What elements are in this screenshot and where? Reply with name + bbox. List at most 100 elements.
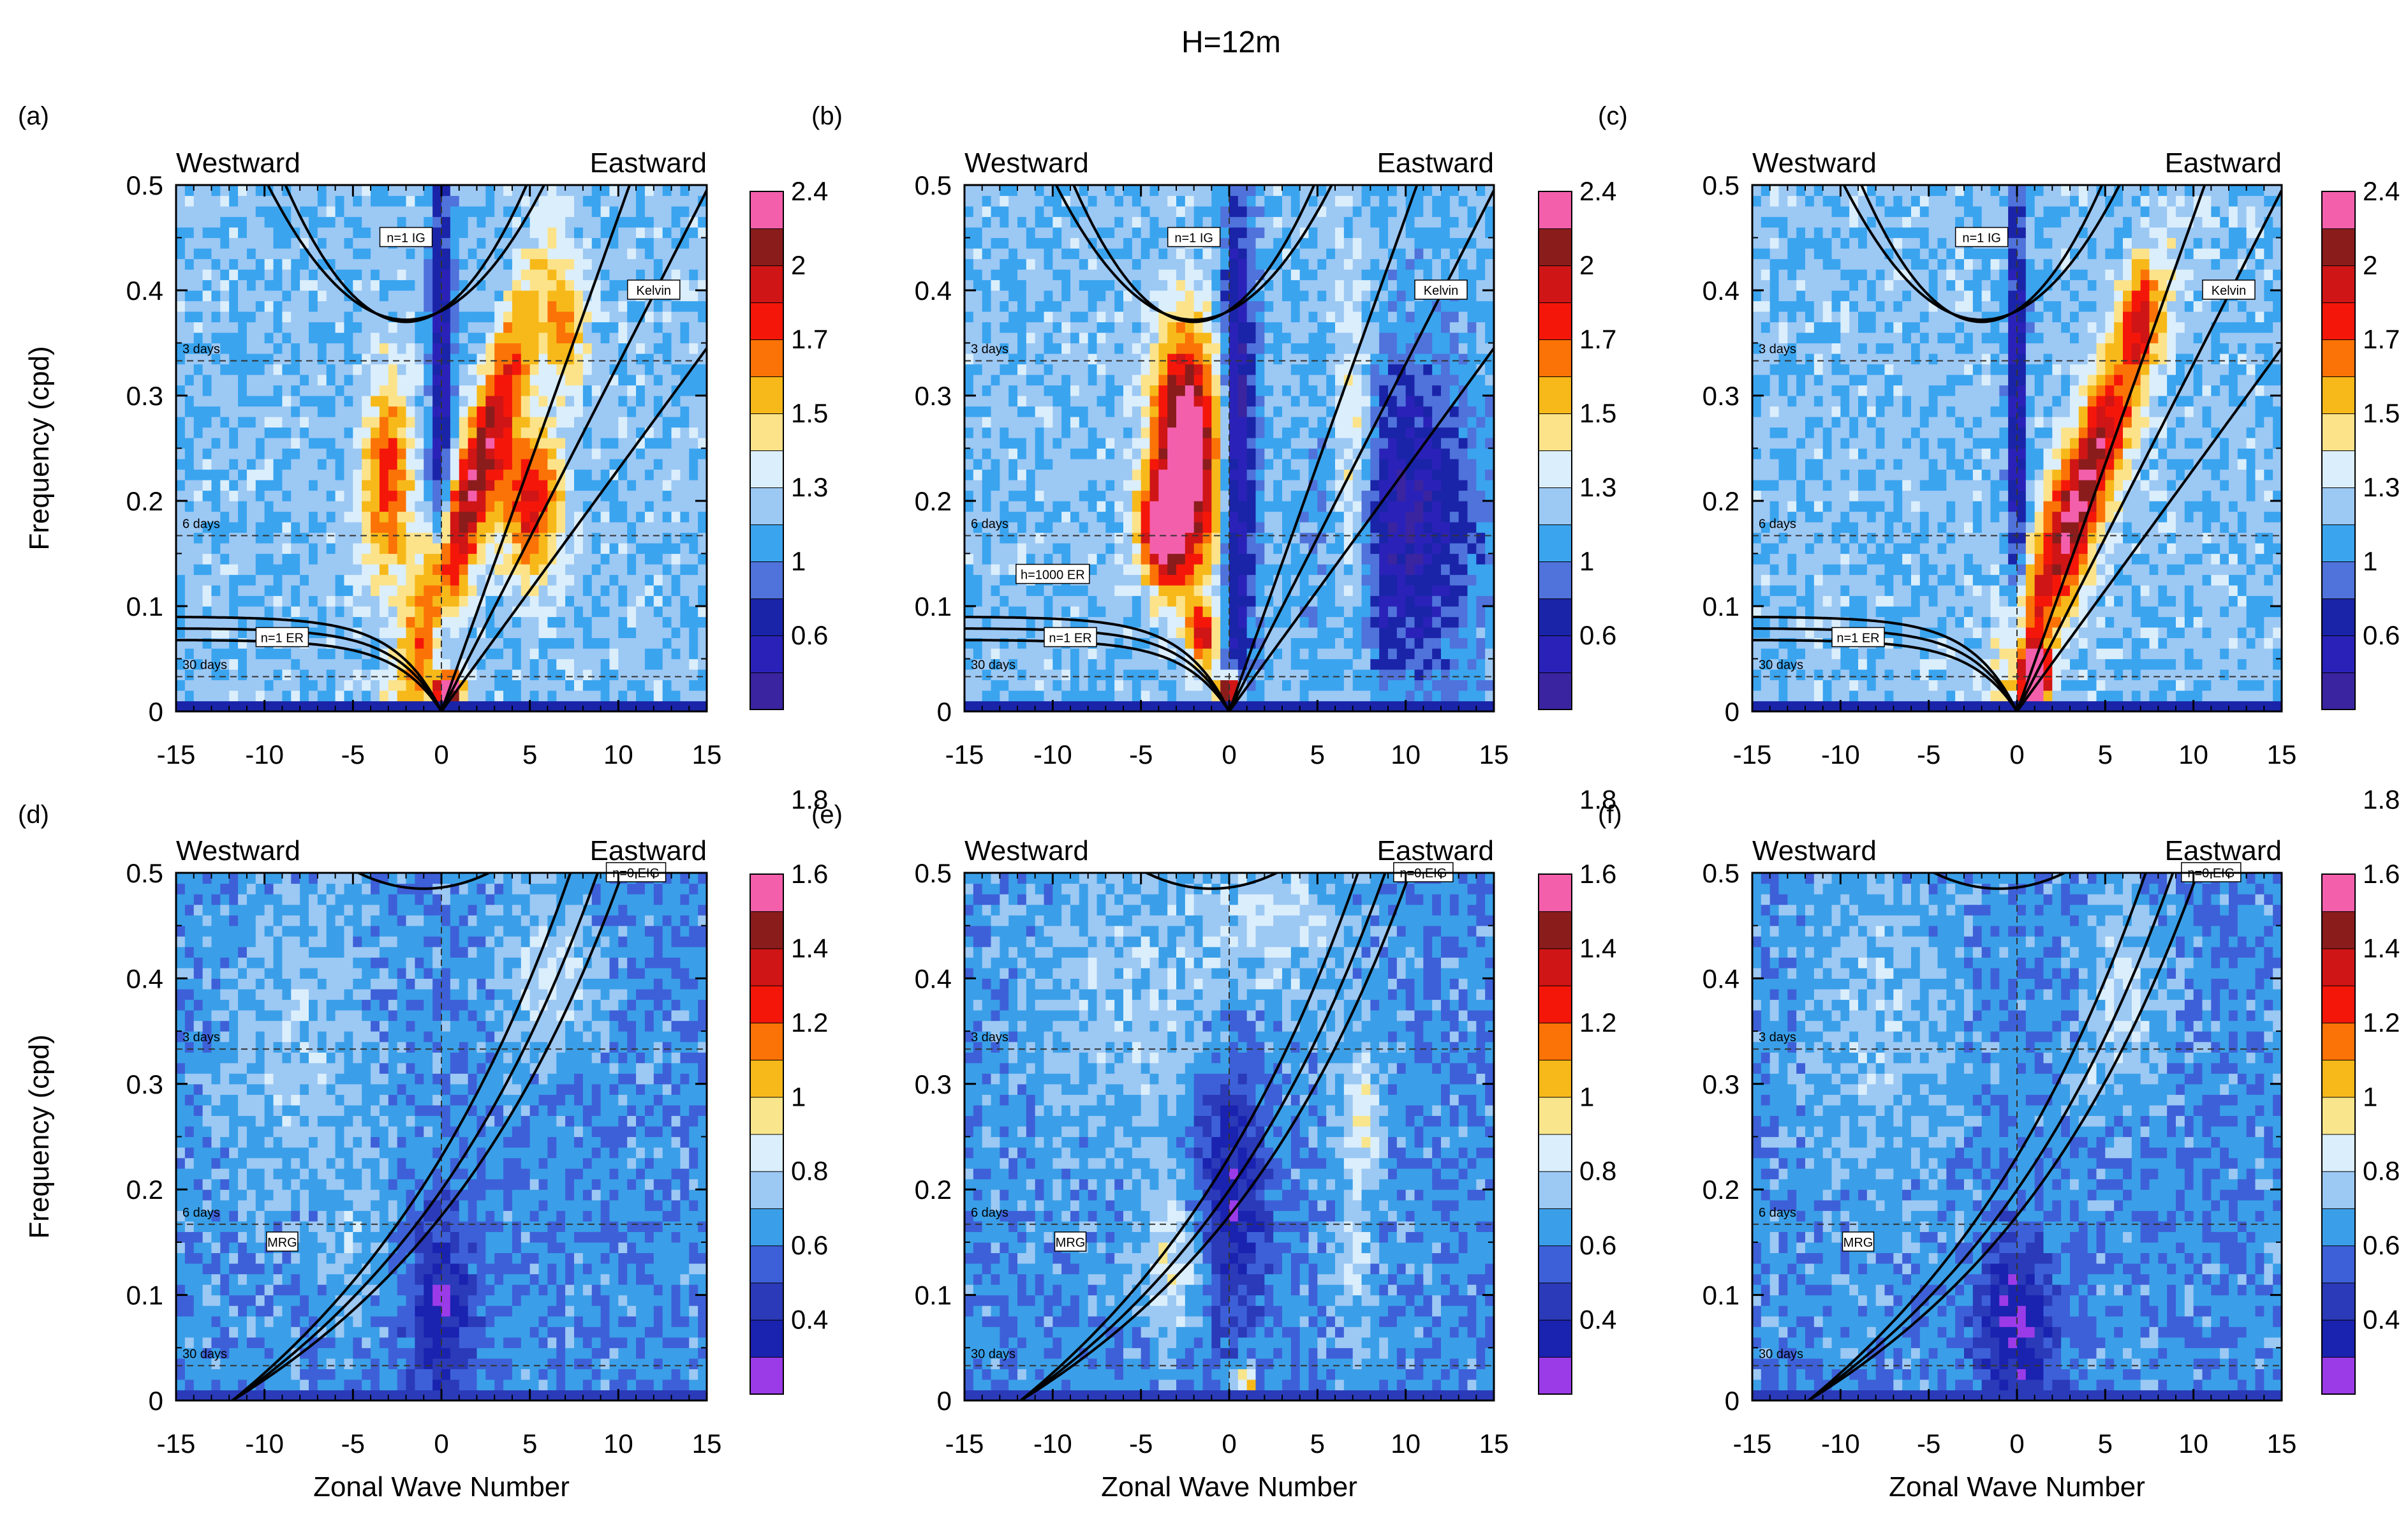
heatmap-cell: [184, 258, 195, 270]
heatmap-cell: [1114, 501, 1124, 512]
heatmap-cell: [1088, 396, 1098, 407]
heatmap-cell: [193, 237, 203, 249]
heatmap-cell: [973, 311, 983, 323]
heatmap-cell: [1008, 322, 1018, 333]
heatmap-cell: [485, 511, 495, 523]
heatmap-cell: [450, 438, 460, 449]
heatmap-cell: [362, 237, 371, 249]
heatmap-cell: [618, 258, 628, 270]
heatmap-cell: [406, 332, 415, 344]
heatmap-cell: [273, 375, 283, 386]
heatmap-cell: [1026, 311, 1036, 323]
heatmap-cell: [176, 269, 186, 281]
heatmap-cell: [1167, 185, 1177, 197]
heatmap-cell: [698, 248, 707, 260]
heatmap-cell: [1000, 690, 1009, 702]
heatmap-cell: [1132, 616, 1142, 628]
heatmap-cell: [991, 574, 1000, 586]
heatmap-cell: [1017, 206, 1027, 218]
heatmap-cell: [1176, 627, 1186, 639]
heatmap-cell: [238, 574, 247, 586]
heatmap-cell: [176, 185, 186, 197]
heatmap-cell: [644, 322, 654, 333]
heatmap-cell: [1220, 564, 1230, 576]
heatmap-cell: [1000, 438, 1009, 449]
heatmap-cell: [1097, 417, 1106, 428]
heatmap-cell: [636, 574, 646, 586]
heatmap-cell: [344, 658, 353, 670]
heatmap-cell: [556, 269, 566, 281]
heatmap-cell: [335, 574, 345, 586]
heatmap-cell: [538, 195, 548, 207]
heatmap-cell: [344, 396, 353, 407]
heatmap-cell: [547, 564, 557, 576]
heatmap-cell: [238, 206, 247, 218]
heatmap-cell: [1132, 311, 1142, 323]
heatmap-cell: [1008, 227, 1018, 239]
heatmap-cell: [1158, 396, 1168, 407]
heatmap-cell: [246, 343, 256, 354]
heatmap-cell: [353, 469, 362, 480]
heatmap-cell: [1149, 353, 1159, 365]
heatmap-cell: [644, 385, 654, 396]
heatmap-cell: [1079, 185, 1089, 197]
heatmap-cell: [991, 195, 1000, 207]
heatmap-cell: [353, 258, 362, 270]
heatmap-cell: [300, 322, 309, 333]
heatmap-cell: [397, 279, 407, 291]
heatmap-cell: [494, 364, 504, 375]
heatmap-cell: [184, 227, 195, 239]
heatmap-cell: [964, 490, 974, 501]
heatmap-cell: [1158, 269, 1168, 281]
heatmap-cell: [1193, 680, 1204, 691]
heatmap-cell: [432, 469, 442, 480]
heatmap-cell: [397, 417, 407, 428]
heatmap-cell: [698, 237, 707, 249]
heatmap-cell: [529, 301, 540, 312]
heatmap-cell: [264, 648, 274, 660]
heatmap-cell: [441, 185, 451, 197]
heatmap-cell: [529, 343, 540, 354]
heatmap-cell: [388, 469, 398, 480]
heatmap-cell: [556, 332, 566, 344]
heatmap-cell: [538, 448, 548, 459]
heatmap-cell: [1282, 406, 1292, 417]
heatmap-cell: [193, 595, 203, 607]
heatmap-cell: [406, 375, 415, 386]
heatmap-cell: [424, 290, 433, 302]
heatmap-cell: [600, 616, 610, 628]
heatmap-cell: [1088, 680, 1098, 691]
heatmap-cell: [255, 480, 265, 491]
heatmap-cell: [689, 669, 698, 681]
heatmap-cell: [1273, 195, 1283, 207]
heatmap-cell: [353, 364, 362, 375]
heatmap-cell: [415, 279, 424, 291]
heatmap-cell: [441, 564, 451, 576]
heatmap-cell: [689, 606, 698, 618]
heatmap-cell: [406, 480, 415, 491]
heatmap-cell: [1097, 680, 1106, 691]
heatmap-cell: [1035, 353, 1045, 365]
heatmap-cell: [184, 438, 195, 449]
heatmap-cell: [176, 595, 186, 607]
heatmap-cell: [547, 375, 557, 386]
heatmap-cell: [1220, 553, 1230, 565]
heatmap-cell: [680, 216, 690, 228]
heatmap-cell: [371, 417, 380, 428]
heatmap-cell: [1132, 322, 1142, 333]
heatmap-cell: [991, 385, 1000, 396]
heatmap-cell: [450, 616, 460, 628]
heatmap-cell: [397, 343, 407, 354]
heatmap-cell: [644, 237, 654, 249]
heatmap-cell: [193, 448, 203, 459]
heatmap-cell: [1026, 459, 1036, 470]
heatmap-cell: [432, 616, 442, 628]
heatmap-cell: [255, 701, 265, 711]
heatmap-cell: [1123, 448, 1133, 459]
heatmap-cell: [273, 690, 283, 702]
heatmap-cell: [485, 522, 495, 533]
heatmap-cell: [1123, 532, 1133, 544]
heatmap-cell: [671, 501, 681, 512]
heatmap-cell: [512, 332, 522, 344]
heatmap-cell: [1220, 595, 1230, 607]
